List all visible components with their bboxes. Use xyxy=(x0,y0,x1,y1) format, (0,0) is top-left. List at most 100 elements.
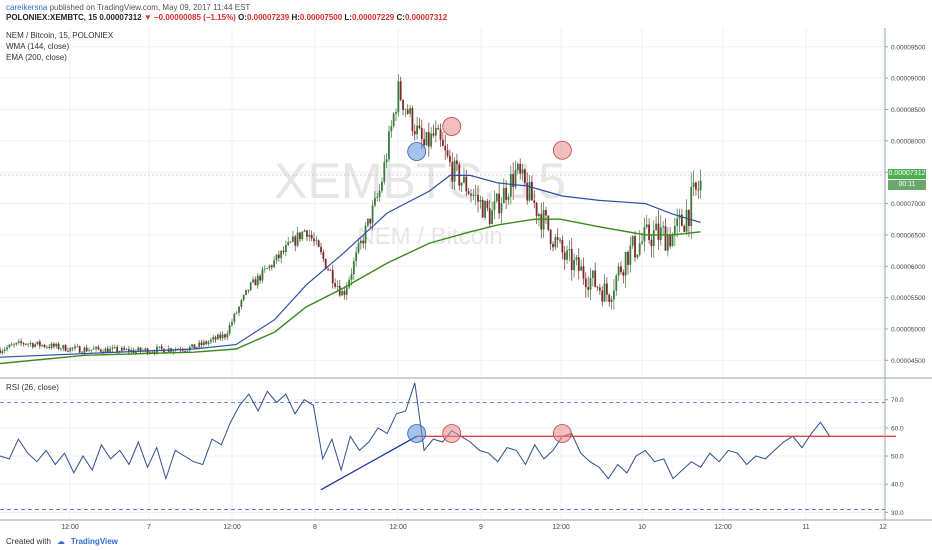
price-tick-label: 0.00006000 xyxy=(891,264,926,271)
candle-body xyxy=(481,199,484,218)
candle-body xyxy=(34,344,37,348)
candle-body xyxy=(474,194,477,196)
candle-body xyxy=(526,182,529,201)
candle-body xyxy=(341,291,344,296)
candle-body xyxy=(484,201,486,218)
price-tick-label: 0.00007000 xyxy=(891,201,926,208)
candle-body xyxy=(423,139,426,146)
candle-body xyxy=(514,170,517,188)
candle-body xyxy=(566,250,568,260)
candle-body xyxy=(144,348,147,351)
candle-body xyxy=(62,345,65,349)
candle-body xyxy=(589,278,592,290)
rsi-axis[interactable]: 30.0 40.0 50.0 60.0 70.0 xyxy=(885,397,904,517)
rsi-tick-label: 60.0 xyxy=(891,425,904,432)
candle-body xyxy=(580,266,583,271)
candle-body xyxy=(200,342,203,346)
candle-body xyxy=(420,127,423,140)
candle-body xyxy=(90,349,93,351)
high-value: 0.00007500 xyxy=(299,13,343,22)
tradingview-brand[interactable]: TradingView xyxy=(70,536,118,546)
candle-body xyxy=(106,348,109,353)
candle-body xyxy=(456,160,458,165)
candle-body xyxy=(512,173,515,188)
ema-line xyxy=(0,218,701,365)
candle-body xyxy=(299,232,301,240)
candle-body xyxy=(310,234,313,239)
candle-body xyxy=(425,132,428,146)
candle-body xyxy=(519,163,522,174)
candle-body xyxy=(451,162,454,182)
legend-ema[interactable]: EMA (200, close) xyxy=(6,53,67,62)
candle-body xyxy=(158,346,161,348)
candle-body xyxy=(650,239,653,247)
candle-body xyxy=(270,265,273,268)
candle-body xyxy=(76,346,79,348)
candle-body xyxy=(45,346,48,348)
rsi-line xyxy=(681,421,831,471)
candle-body xyxy=(582,266,585,279)
candle-body xyxy=(36,341,39,345)
candle-body xyxy=(538,214,540,217)
candle-body xyxy=(584,278,587,288)
candle-body xyxy=(427,132,430,147)
open-value: 0.00007239 xyxy=(246,13,290,22)
candle-body xyxy=(676,218,679,226)
candle-body xyxy=(385,159,388,163)
candle-body xyxy=(336,285,339,287)
candle-body xyxy=(277,254,280,259)
candle-body xyxy=(27,343,30,345)
legend-rsi[interactable]: RSI (26, close) xyxy=(6,383,59,392)
time-tick-label: 10 xyxy=(638,524,646,531)
candle-body xyxy=(69,347,72,352)
candle-body xyxy=(495,193,498,202)
ohlc-header: POLONIEX:XEMBTC, 15 0.00007312 ▼ −0.0000… xyxy=(6,13,447,22)
red-circle-marker xyxy=(552,424,572,443)
candle-body xyxy=(48,346,51,348)
candle-body xyxy=(397,81,400,113)
candle-body xyxy=(594,270,597,287)
candle-body xyxy=(547,215,550,230)
candle-body xyxy=(437,128,440,130)
time-axis[interactable]: 12:00 7 12:00 8 12:00 9 12:00 10 12:00 11 12 xyxy=(61,524,887,531)
candle-body xyxy=(85,347,88,352)
candle-body xyxy=(0,349,1,354)
publish-info: careikersna published on TradingView.com… xyxy=(6,3,250,12)
moving-average-lines xyxy=(0,174,701,365)
candle-body xyxy=(109,348,112,353)
candle-body xyxy=(294,236,297,246)
candle-body xyxy=(652,230,655,247)
candle-body xyxy=(261,269,264,281)
candle-body xyxy=(64,345,67,352)
candle-body xyxy=(81,352,83,354)
candle-body xyxy=(245,289,247,295)
candle-body xyxy=(235,312,238,314)
candle-body xyxy=(472,194,475,196)
candle-body xyxy=(313,238,315,242)
candle-body xyxy=(324,258,327,270)
legend-wma[interactable]: WMA (144, close) xyxy=(6,42,70,51)
candle-body xyxy=(55,343,58,347)
candle-body xyxy=(43,344,46,347)
author-link[interactable]: careikersna xyxy=(6,3,48,12)
candle-body xyxy=(439,129,442,140)
candle-body xyxy=(575,257,578,260)
candle-body xyxy=(624,251,627,276)
legend-title[interactable]: NEM / Bitcoin, 15, POLONIEX xyxy=(6,31,114,40)
candle-body xyxy=(263,268,266,270)
candle-body xyxy=(3,349,6,352)
candle-body xyxy=(662,226,665,228)
countdown-tag: 00:11 xyxy=(888,180,926,190)
candle-body xyxy=(97,346,100,350)
current-price: 0.00007312 xyxy=(99,13,142,22)
candle-body xyxy=(331,270,334,284)
candle-body xyxy=(303,230,306,232)
candle-body xyxy=(577,257,580,271)
candle-body xyxy=(268,265,271,269)
candle-body xyxy=(284,245,287,253)
candle-body xyxy=(413,131,416,135)
candle-body xyxy=(645,224,648,228)
published-text: published on TradingView.com, May 09, 20… xyxy=(49,3,251,12)
candle-body xyxy=(111,347,114,349)
